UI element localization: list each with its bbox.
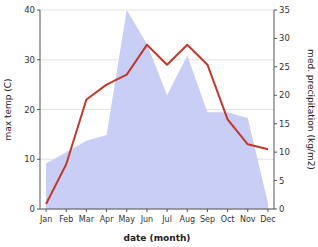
y2-tick-label: 35 xyxy=(279,5,290,15)
y2-axis-label: med. precipitation (kg/m2) xyxy=(306,49,316,170)
y2-tick-label: 10 xyxy=(279,147,290,157)
x-tick xyxy=(46,209,47,212)
y2-tick xyxy=(274,10,277,11)
x-tick-label: Mar xyxy=(79,215,95,224)
y-tick xyxy=(37,209,40,210)
area xyxy=(46,10,268,209)
x-tick-label: Feb xyxy=(59,215,73,224)
y2-tick-label: 0 xyxy=(279,204,284,214)
y2-tick-label: 20 xyxy=(279,90,290,100)
x-tick-label: Nov xyxy=(240,215,256,224)
x-tick xyxy=(267,209,268,212)
x-tick-label: Sep xyxy=(200,215,215,224)
grid-line xyxy=(40,59,274,60)
y2-tick-label: 30 xyxy=(279,33,290,43)
y-tick xyxy=(37,10,40,11)
y2-tick xyxy=(274,152,277,153)
line xyxy=(46,45,268,204)
y-tick xyxy=(37,59,40,60)
x-tick-label: Apr xyxy=(100,215,115,224)
y-tick-label: 20 xyxy=(24,105,35,115)
y2-tick-label: 25 xyxy=(279,62,290,72)
x-tick xyxy=(66,209,67,212)
x-tick-label: Dec xyxy=(260,215,275,224)
grid-line xyxy=(40,209,274,210)
x-tick xyxy=(86,209,87,212)
x-tick xyxy=(247,209,248,212)
x-tick-label: Jan xyxy=(39,215,52,224)
x-tick-label: Aug xyxy=(179,215,195,224)
x-tick xyxy=(227,209,228,212)
x-tick xyxy=(146,209,147,212)
y-tick-label: 10 xyxy=(24,154,35,164)
y2-tick xyxy=(274,66,277,67)
x-tick xyxy=(126,209,127,212)
x-tick xyxy=(106,209,107,212)
y-tick xyxy=(37,109,40,110)
x-tick-label: May xyxy=(118,215,135,224)
y2-tick xyxy=(274,209,277,210)
y2-tick xyxy=(274,38,277,39)
y2-tick xyxy=(274,180,277,181)
y2-tick xyxy=(274,95,277,96)
x-axis-label: date (month) xyxy=(124,233,191,243)
y-tick xyxy=(37,159,40,160)
y2-axis-line xyxy=(274,10,275,209)
x-tick-label: Jun xyxy=(140,215,154,224)
y-tick-label: 40 xyxy=(24,5,35,15)
y2-tick-label: 5 xyxy=(279,176,284,186)
x-tick xyxy=(187,209,188,212)
x-tick xyxy=(207,209,208,212)
y-tick-label: 0 xyxy=(30,204,35,214)
x-axis-line xyxy=(40,209,274,210)
grid-line xyxy=(40,10,274,11)
chart: 0 10 20 30 40 0 5 10 15 20 25 30 35 Jan Feb Mar AprMay Ju… xyxy=(0,0,318,247)
x-tick-label: Jul xyxy=(161,215,172,224)
y-axis-label: max temp (C) xyxy=(3,78,13,140)
x-tick xyxy=(167,209,168,212)
y-tick-label: 30 xyxy=(24,55,35,65)
plot-area xyxy=(46,10,268,209)
y2-tick xyxy=(274,123,277,124)
x-tick-label: Oct xyxy=(221,215,235,224)
y2-tick-label: 15 xyxy=(279,119,290,129)
